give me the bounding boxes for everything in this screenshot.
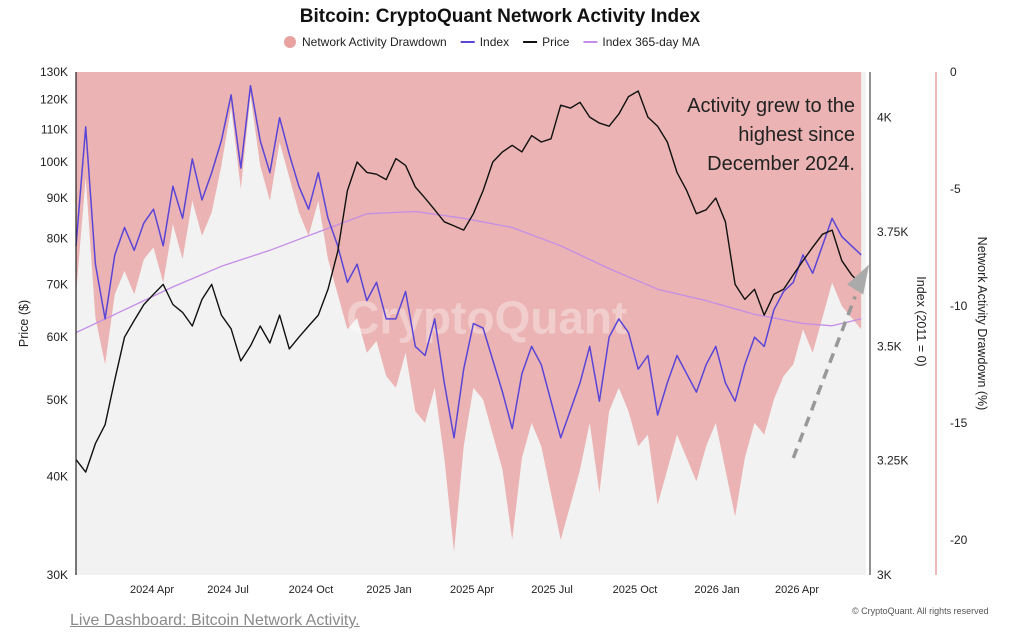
legend-entry: Index — [460, 35, 509, 49]
right-tick-label: -10 — [950, 299, 968, 313]
legend-label: Index — [480, 35, 509, 49]
series-index — [75, 84, 862, 439]
right-tick-label: 0 — [950, 65, 957, 79]
annotation-line: December 2024. — [707, 153, 855, 175]
drawdown-area — [76, 72, 862, 552]
chart-title: Bitcoin: CryptoQuant Network Activity In… — [300, 6, 701, 27]
annotation-line: highest since — [738, 124, 855, 146]
series-price — [75, 90, 862, 473]
legend-entry: Index 365-day MA — [583, 35, 700, 49]
legend-label: Index 365-day MA — [602, 35, 699, 49]
left-tick-label: 80K — [47, 232, 68, 246]
right-tick-label: -15 — [950, 416, 968, 430]
x-tick-label: 2024 Apr — [130, 584, 174, 596]
mid-tick-label: 3K — [877, 568, 892, 582]
mid-tick-label: 3.75K — [877, 225, 908, 239]
trend-arrow-head — [847, 264, 870, 295]
x-tick-label: 2026 Apr — [775, 584, 819, 596]
left-tick-label: 130K — [40, 65, 68, 79]
left-tick-label: 60K — [47, 330, 68, 344]
plot-area: CryptoQuant — [75, 72, 866, 575]
right-tick-label: -5 — [950, 182, 961, 196]
left-tick-label: 40K — [47, 469, 68, 483]
annotation-line: Activity grew to the — [687, 95, 855, 117]
left-tick-label: 120K — [40, 92, 68, 106]
mid-tick-label: 3.5K — [877, 339, 902, 353]
left-tick-label: 50K — [47, 393, 68, 407]
left-tick-label: 110K — [41, 122, 68, 136]
right-tick-label: -20 — [950, 533, 968, 547]
mid-tick-label: 4K — [877, 111, 892, 125]
annotations: Activity grew to the highest since Decembe… — [687, 95, 870, 459]
legend-entry: Price — [523, 35, 570, 49]
x-tick-label: 2025 Oct — [613, 584, 658, 596]
right-axis-title: Network Activity Drawdown (%) — [975, 237, 989, 411]
x-tick-label: 2025 Jul — [531, 584, 573, 596]
legend-swatch — [284, 36, 296, 48]
live-dashboard-link[interactable]: Live Dashboard: Bitcoin Network Activity… — [70, 612, 360, 629]
legend-entry: Network Activity Drawdown — [284, 35, 447, 49]
left-axis-title: Price ($) — [17, 300, 31, 347]
left-tick-label: 90K — [47, 191, 68, 205]
axes: 30K 40K 50K 60K 70K 80K 90K 100K 110K 120K 130K Pri… — [17, 65, 989, 596]
legend-label: Price — [542, 35, 570, 49]
mid-axis-title: Index (2011 = 0) — [914, 276, 928, 366]
copyright-text: © CryptoQuant. All rights reserved — [852, 606, 989, 616]
x-tick-label: 2025 Apr — [450, 584, 494, 596]
series-index-ma — [75, 210, 862, 334]
left-tick-label: 100K — [40, 155, 68, 169]
watermark: CryptoQuant — [346, 292, 627, 344]
left-tick-label: 70K — [47, 277, 68, 291]
x-tick-label: 2024 Oct — [289, 584, 334, 596]
trend-arrow-line — [791, 295, 857, 459]
legend: Network Activity Drawdown Index Price Index… — [284, 35, 700, 49]
x-tick-label: 2026 Jan — [694, 584, 739, 596]
x-tick-label: 2025 Jan — [366, 584, 411, 596]
x-tick-label: 2024 Jul — [207, 584, 249, 596]
legend-label: Network Activity Drawdown — [302, 35, 447, 49]
mid-tick-label: 3.25K — [877, 454, 908, 468]
left-tick-label: 30K — [47, 568, 68, 582]
